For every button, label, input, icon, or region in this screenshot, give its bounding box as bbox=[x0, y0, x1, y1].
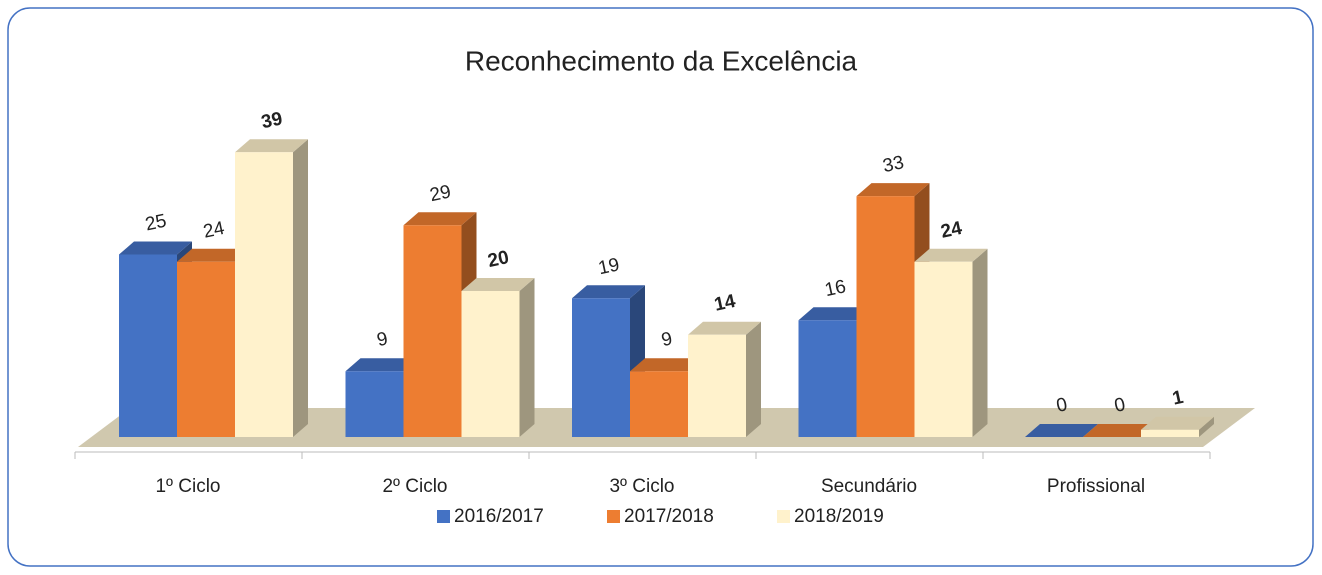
bar-top bbox=[856, 183, 930, 197]
bar-front bbox=[119, 254, 177, 437]
bar-top bbox=[1025, 424, 1098, 437]
bar bbox=[1141, 416, 1214, 437]
data-label: 9 bbox=[375, 328, 390, 351]
bar-front bbox=[1141, 429, 1199, 437]
bar bbox=[461, 278, 535, 437]
legend-swatch bbox=[437, 510, 450, 523]
bar-top bbox=[235, 139, 308, 153]
chart-title: Reconhecimento da Excelência bbox=[465, 45, 858, 76]
bar-top bbox=[630, 358, 703, 372]
legend-swatch bbox=[607, 510, 620, 523]
bar-front bbox=[461, 291, 520, 437]
bar-top bbox=[1083, 424, 1156, 437]
bar-top bbox=[345, 358, 419, 372]
bar-front bbox=[235, 152, 293, 438]
bar-front bbox=[345, 371, 404, 437]
bar-top bbox=[914, 248, 988, 262]
data-label: 1 bbox=[1171, 387, 1186, 410]
bar bbox=[1083, 424, 1156, 437]
bar bbox=[1025, 424, 1098, 437]
bar-side bbox=[1199, 416, 1214, 437]
data-label: 24 bbox=[201, 218, 226, 243]
bar-side bbox=[519, 278, 535, 437]
legend-swatch bbox=[777, 510, 790, 523]
bar-side bbox=[746, 321, 761, 437]
bar-top bbox=[688, 321, 761, 335]
data-label: 14 bbox=[712, 291, 737, 316]
data-label: 25 bbox=[143, 211, 168, 236]
bar-side bbox=[293, 139, 308, 438]
bar-front bbox=[572, 298, 630, 437]
x-tick-label: Secundário bbox=[821, 476, 917, 497]
bar bbox=[235, 139, 308, 438]
bar-top bbox=[403, 212, 477, 226]
data-label: 33 bbox=[881, 152, 906, 177]
bar-top bbox=[177, 248, 250, 262]
data-label: 19 bbox=[596, 254, 621, 279]
bar-front bbox=[403, 225, 462, 437]
bar-top bbox=[798, 307, 872, 321]
bar-top bbox=[572, 285, 645, 299]
bar-top bbox=[461, 278, 535, 291]
bar bbox=[914, 248, 988, 437]
data-label: 39 bbox=[259, 108, 284, 133]
x-tick-label: 2º Ciclo bbox=[382, 476, 447, 497]
x-tick-label: Profissional bbox=[1047, 476, 1145, 497]
bar-front bbox=[630, 371, 688, 437]
data-label: 20 bbox=[486, 247, 511, 272]
legend-label: 2018/2019 bbox=[794, 506, 884, 527]
bar-front bbox=[177, 261, 235, 437]
x-tick-label: 3º Ciclo bbox=[609, 476, 674, 497]
data-label: 24 bbox=[939, 218, 964, 243]
bar-front bbox=[798, 320, 857, 437]
legend-label: 2017/2018 bbox=[624, 506, 714, 527]
data-label: 29 bbox=[428, 181, 453, 206]
data-label: 9 bbox=[660, 328, 675, 351]
bar-front bbox=[856, 196, 915, 437]
bar-top bbox=[119, 241, 192, 255]
bar-front bbox=[688, 334, 746, 437]
bar-side bbox=[972, 248, 988, 437]
legend-label: 2016/2017 bbox=[454, 506, 544, 527]
bar bbox=[688, 321, 761, 437]
data-label: 0 bbox=[1113, 394, 1128, 417]
data-label: 0 bbox=[1055, 394, 1070, 417]
data-label: 16 bbox=[823, 276, 848, 301]
x-tick-label: 1º Ciclo bbox=[155, 476, 220, 497]
bar-front bbox=[914, 261, 973, 437]
bar-top bbox=[1141, 416, 1214, 430]
